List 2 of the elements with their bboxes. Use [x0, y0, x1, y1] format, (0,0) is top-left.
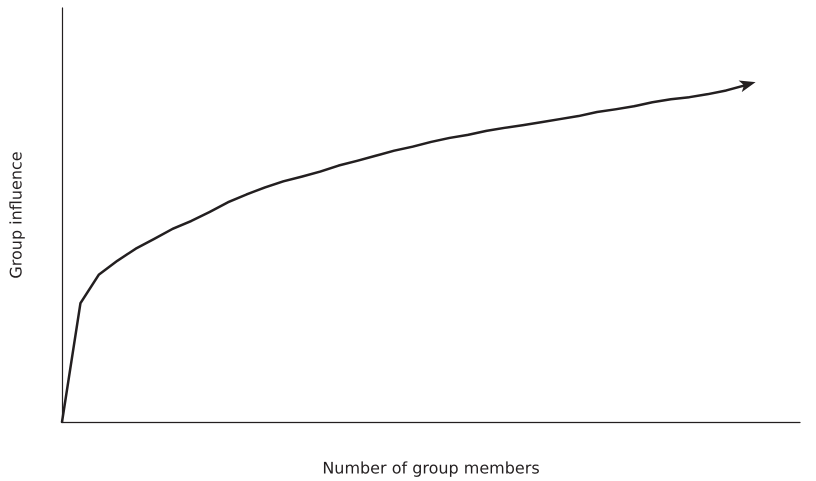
- x-axis-title: Number of group members: [322, 458, 540, 478]
- y-axis-title: Group influence: [6, 151, 26, 279]
